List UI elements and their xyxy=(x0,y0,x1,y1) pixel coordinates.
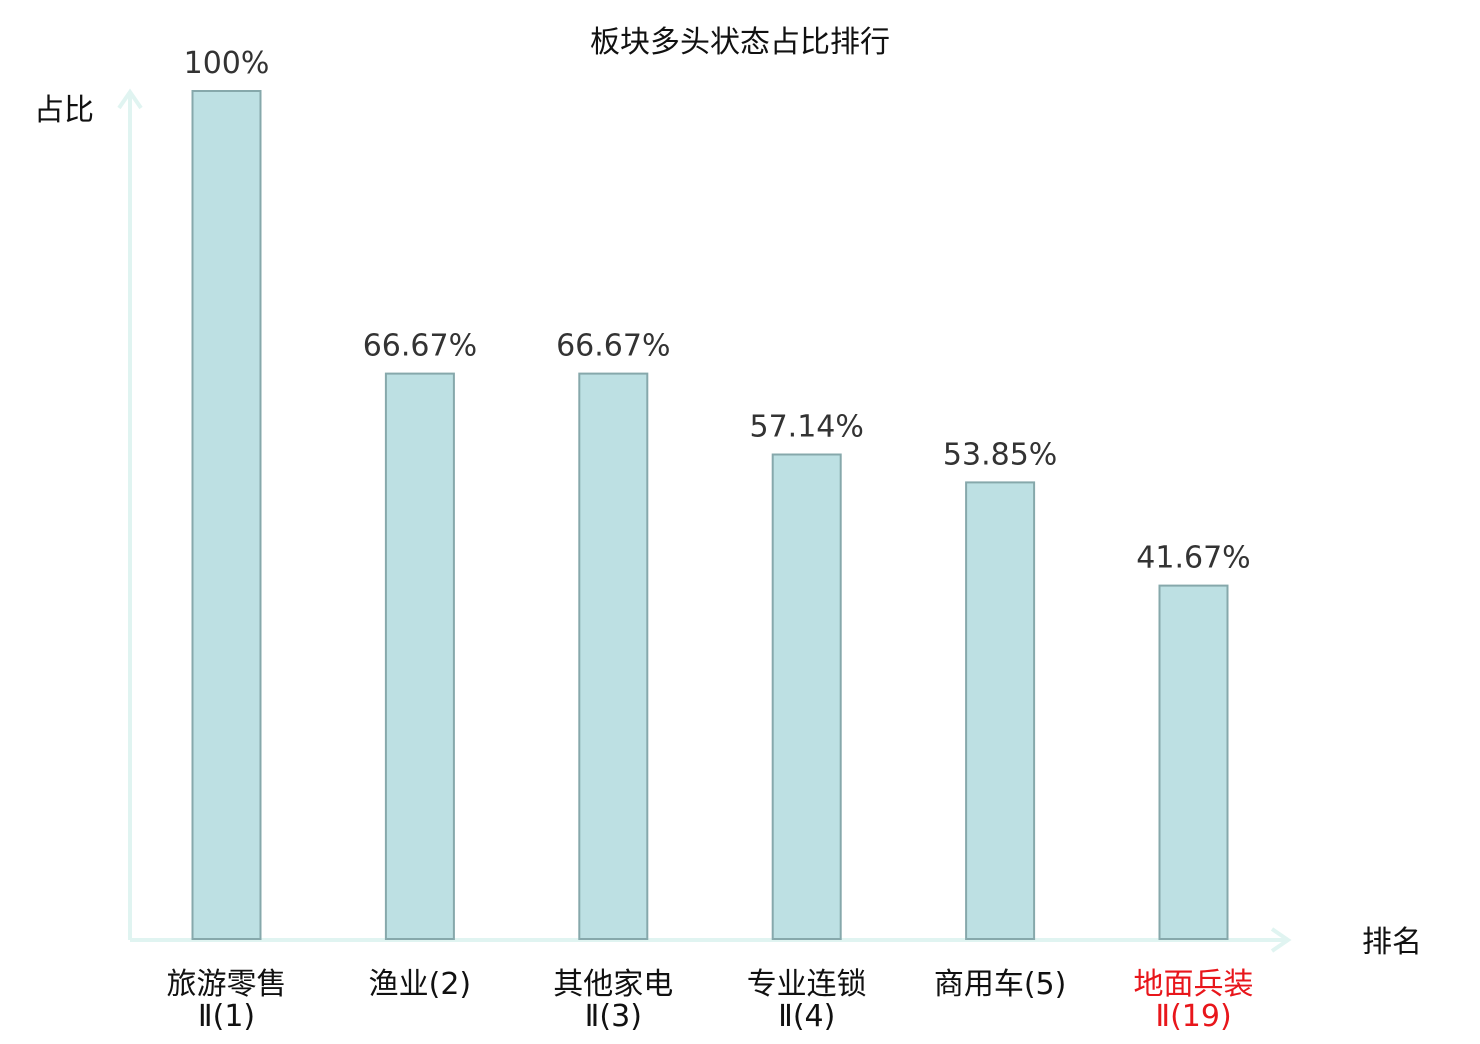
category-label-3-line-2: Ⅱ(3) xyxy=(585,999,642,1034)
y-axis-label: 占比 xyxy=(34,93,94,128)
bar-1 xyxy=(191,90,262,940)
value-label-5: 53.85% xyxy=(943,437,1057,472)
value-labels-group: 100% 66.67% 66.67% 57.14% 53.85% 41.67% xyxy=(184,46,1251,576)
value-label-6: 41.67% xyxy=(1136,541,1250,576)
value-label-1: 100% xyxy=(184,46,270,81)
category-label-1-line-1: 旅游零售 xyxy=(167,967,287,1002)
value-label-2: 66.67% xyxy=(363,329,477,364)
value-label-3: 66.67% xyxy=(556,329,670,364)
category-label-6-line-2: Ⅱ(19) xyxy=(1155,999,1231,1034)
y-axis xyxy=(117,88,143,940)
category-label-1-line-2: Ⅱ(1) xyxy=(198,999,255,1034)
x-axis xyxy=(130,927,1292,953)
bar-2 xyxy=(384,372,455,941)
x-axis-label: 排名 xyxy=(1362,925,1422,960)
category-label-6-line-1: 地面兵装 xyxy=(1134,967,1254,1002)
value-label-4: 57.14% xyxy=(750,410,864,445)
bar-6 xyxy=(1158,584,1229,940)
category-label-2: 渔业(2) xyxy=(369,967,472,1002)
bar-3 xyxy=(578,372,649,941)
bar-5 xyxy=(965,481,1036,940)
category-label-3-line-1: 其他家电 xyxy=(553,967,673,1002)
category-label-5: 商用车(5) xyxy=(934,967,1067,1002)
bar-4 xyxy=(771,453,842,940)
category-label-4-line-2: Ⅱ(4) xyxy=(778,999,835,1034)
chart-title: 板块多头状态占比排行 xyxy=(590,25,890,60)
category-label-4-line-1: 专业连锁 xyxy=(747,967,867,1002)
bars-group xyxy=(191,90,1229,941)
